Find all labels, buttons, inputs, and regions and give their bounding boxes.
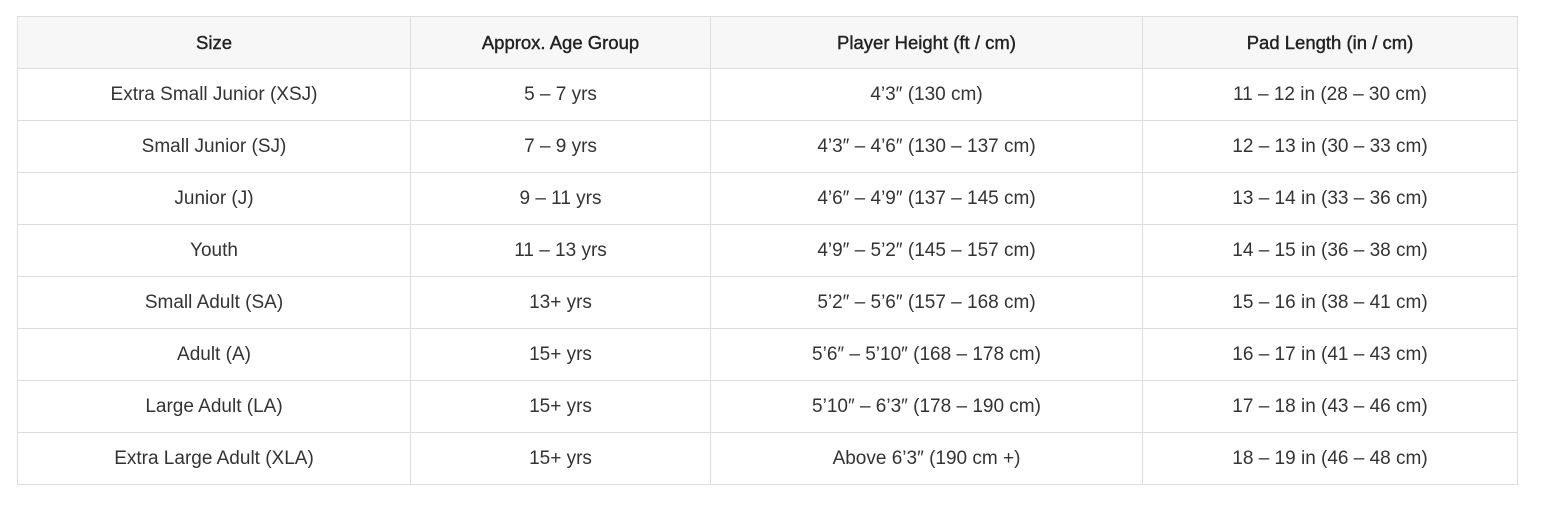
- table-cell: 13+ yrs: [410, 276, 711, 329]
- table-cell: 16 – 17 in (41 – 43 cm): [1142, 328, 1518, 381]
- table-cell: Small Adult (SA): [17, 276, 411, 329]
- table-cell: Extra Small Junior (XSJ): [17, 68, 411, 121]
- table-cell: Small Junior (SJ): [17, 120, 411, 173]
- table-row: Small Adult (SA) 13+ yrs 5’2″ – 5’6″ (157 …: [17, 276, 1518, 329]
- size-table: Size Approx. Age Group Player Height (ft /…: [17, 16, 1518, 485]
- table-row: Adult (A) 15+ yrs 5’6″ – 5’10″ (168 – 178 …: [17, 328, 1518, 381]
- table-cell: 11 – 12 in (28 – 30 cm): [1142, 68, 1518, 121]
- table-cell: 5 – 7 yrs: [410, 68, 711, 121]
- table-cell: 4’6″ – 4’9″ (137 – 145 cm): [710, 172, 1143, 225]
- table-row: Youth 11 – 13 yrs 4’9″ – 5’2″ (145 – 157 c…: [17, 224, 1518, 277]
- table-cell: 7 – 9 yrs: [410, 120, 711, 173]
- table-cell: Above 6’3″ (190 cm +): [710, 432, 1143, 485]
- table-cell: 15+ yrs: [410, 328, 711, 381]
- table-cell: Extra Large Adult (XLA): [17, 432, 411, 485]
- table-body: Extra Small Junior (XSJ) 5 – 7 yrs 4’3″ (1…: [17, 68, 1518, 485]
- table-cell: 5’6″ – 5’10″ (168 – 178 cm): [710, 328, 1143, 381]
- header-cell: Size: [17, 16, 411, 69]
- table-cell: 15+ yrs: [410, 380, 711, 433]
- table-row: Junior (J) 9 – 11 yrs 4’6″ – 4’9″ (137 – 1…: [17, 172, 1518, 225]
- table-cell: Youth: [17, 224, 411, 277]
- table-cell: 18 – 19 in (46 – 48 cm): [1142, 432, 1518, 485]
- table-cell: Large Adult (LA): [17, 380, 411, 433]
- table-cell: 5’10″ – 6’3″ (178 – 190 cm): [710, 380, 1143, 433]
- table-cell: Adult (A): [17, 328, 411, 381]
- header-cell: Pad Length (in / cm): [1142, 16, 1518, 69]
- table-cell: 4’3″ – 4’6″ (130 – 137 cm): [710, 120, 1143, 173]
- header-cell: Player Height (ft / cm): [710, 16, 1143, 69]
- table-row: Extra Small Junior (XSJ) 5 – 7 yrs 4’3″ (1…: [17, 68, 1518, 121]
- table-cell: 5’2″ – 5’6″ (157 – 168 cm): [710, 276, 1143, 329]
- table-cell: 4’3″ (130 cm): [710, 68, 1143, 121]
- header-cell: Approx. Age Group: [410, 16, 711, 69]
- table-cell: 11 – 13 yrs: [410, 224, 711, 277]
- table-cell: 13 – 14 in (33 – 36 cm): [1142, 172, 1518, 225]
- table-cell: 15+ yrs: [410, 432, 711, 485]
- table-cell: Junior (J): [17, 172, 411, 225]
- table-row: Small Junior (SJ) 7 – 9 yrs 4’3″ – 4’6″ (1…: [17, 120, 1518, 173]
- table-cell: 12 – 13 in (30 – 33 cm): [1142, 120, 1518, 173]
- table-cell: 17 – 18 in (43 – 46 cm): [1142, 380, 1518, 433]
- table-cell: 4’9″ – 5’2″ (145 – 157 cm): [710, 224, 1143, 277]
- table-row: Large Adult (LA) 15+ yrs 5’10″ – 6’3″ (178…: [17, 380, 1518, 433]
- table-row: Extra Large Adult (XLA) 15+ yrs Above 6’3″…: [17, 432, 1518, 485]
- table-cell: 9 – 11 yrs: [410, 172, 711, 225]
- table-cell: 14 – 15 in (36 – 38 cm): [1142, 224, 1518, 277]
- header-row: Size Approx. Age Group Player Height (ft /…: [17, 16, 1518, 69]
- table-cell: 15 – 16 in (38 – 41 cm): [1142, 276, 1518, 329]
